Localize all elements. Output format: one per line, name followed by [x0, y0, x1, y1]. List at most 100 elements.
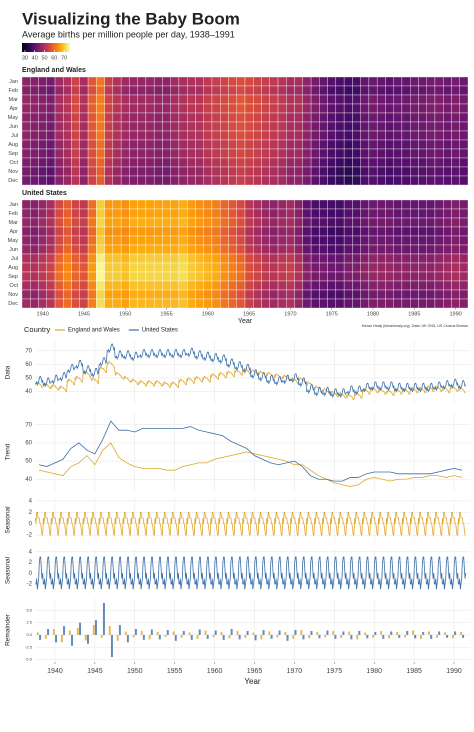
- heat-cell: [236, 208, 246, 219]
- heat-cell: [38, 139, 47, 150]
- heat-cell: [327, 262, 337, 273]
- heat-cell: [195, 139, 204, 150]
- heat-cell: [418, 85, 427, 96]
- heat-cell: [236, 130, 246, 141]
- heat-cell: [112, 271, 122, 282]
- heat-cell: [21, 298, 31, 309]
- heat-cell: [79, 199, 89, 210]
- heat-cell: [277, 148, 287, 159]
- heat-cell: [162, 121, 171, 132]
- heat-cell: [434, 139, 444, 150]
- heat-cell: [104, 166, 114, 177]
- heat-cell: [195, 166, 204, 177]
- heat-cell: [244, 85, 254, 96]
- heat-cell: [319, 148, 328, 159]
- heat-cell: [410, 289, 419, 300]
- heat-cell: [393, 148, 403, 159]
- heat-cell: [410, 262, 419, 273]
- heat-cell: [54, 112, 64, 123]
- heat-cell: [87, 85, 97, 96]
- heat-cell: [327, 217, 337, 228]
- heat-cell: [153, 253, 163, 264]
- heat-cell: [46, 85, 56, 96]
- heat-cell: [137, 289, 147, 300]
- heat-cell: [277, 85, 287, 96]
- heat-cell: [137, 271, 147, 282]
- heat-cell: [145, 175, 155, 186]
- heat-cell: [352, 130, 361, 141]
- heat-cell: [21, 208, 31, 219]
- heat-cell: [352, 289, 361, 300]
- month-label: Aug: [8, 265, 18, 271]
- heat-cell: [343, 235, 353, 246]
- heat-cell: [319, 121, 328, 132]
- heat-cell: [277, 103, 287, 114]
- heat-cell: [63, 208, 72, 219]
- heat-cell: [294, 103, 303, 114]
- heat-cell: [443, 208, 452, 219]
- heat-cell: [319, 217, 328, 228]
- heat-cell: [162, 244, 171, 255]
- heat-cell: [401, 226, 411, 237]
- heat-cell: [434, 103, 444, 114]
- heat-cell: [376, 112, 386, 123]
- heat-cell: [236, 298, 246, 309]
- heat-cell: [335, 157, 345, 168]
- heat-cell: [426, 112, 436, 123]
- heat-cell: [87, 166, 97, 177]
- heat-cell: [418, 103, 427, 114]
- heat-cell: [137, 217, 147, 228]
- heat-cell: [302, 298, 312, 309]
- heat-cell: [120, 94, 130, 105]
- heat-cell: [269, 112, 279, 123]
- heat-cell: [277, 271, 287, 282]
- heat-cell: [360, 85, 370, 96]
- heat-cell: [203, 262, 213, 273]
- chart-title: Visualizing the Baby Boom: [22, 9, 240, 28]
- x-tick-label: 1960: [202, 311, 214, 317]
- month-label: Feb: [9, 211, 18, 217]
- remainder-bar: [348, 631, 351, 635]
- x-tick-label: 1960: [207, 668, 223, 675]
- heat-cell: [327, 76, 337, 87]
- heat-cell: [137, 262, 147, 273]
- heat-cell: [87, 76, 97, 87]
- remainder-bar: [462, 634, 465, 638]
- heat-cell: [385, 85, 394, 96]
- heat-cell: [228, 289, 237, 300]
- heat-cell: [443, 121, 452, 132]
- heat-cell: [96, 139, 105, 150]
- heat-cell: [302, 208, 312, 219]
- heat-cell: [170, 85, 180, 96]
- heat-cell: [104, 280, 114, 291]
- heat-cell: [79, 139, 89, 150]
- remainder-bar: [324, 634, 327, 638]
- heat-cell: [104, 253, 114, 264]
- heat-cell: [71, 280, 80, 291]
- heat-cell: [178, 103, 188, 114]
- heat-cell: [178, 76, 188, 87]
- heat-cell: [401, 157, 411, 168]
- heat-cell: [319, 280, 328, 291]
- heat-cell: [418, 166, 427, 177]
- heat-cell: [426, 208, 436, 219]
- heat-cell: [79, 94, 89, 105]
- remainder-bar: [47, 629, 50, 635]
- heat-cell: [21, 199, 31, 210]
- heat-cell: [360, 253, 370, 264]
- heat-cell: [153, 244, 163, 255]
- heat-cell: [352, 208, 361, 219]
- heat-cell: [220, 208, 229, 219]
- heat-cell: [96, 121, 105, 132]
- heat-cell: [426, 253, 436, 264]
- heat-cell: [327, 199, 337, 210]
- heat-cell: [302, 85, 312, 96]
- heat-cell: [54, 217, 64, 228]
- remainder-bar: [388, 634, 391, 639]
- heat-cell: [294, 280, 303, 291]
- heat-cell: [71, 235, 80, 246]
- heat-cell: [294, 217, 303, 228]
- heat-cell: [286, 253, 295, 264]
- heat-cell: [195, 280, 204, 291]
